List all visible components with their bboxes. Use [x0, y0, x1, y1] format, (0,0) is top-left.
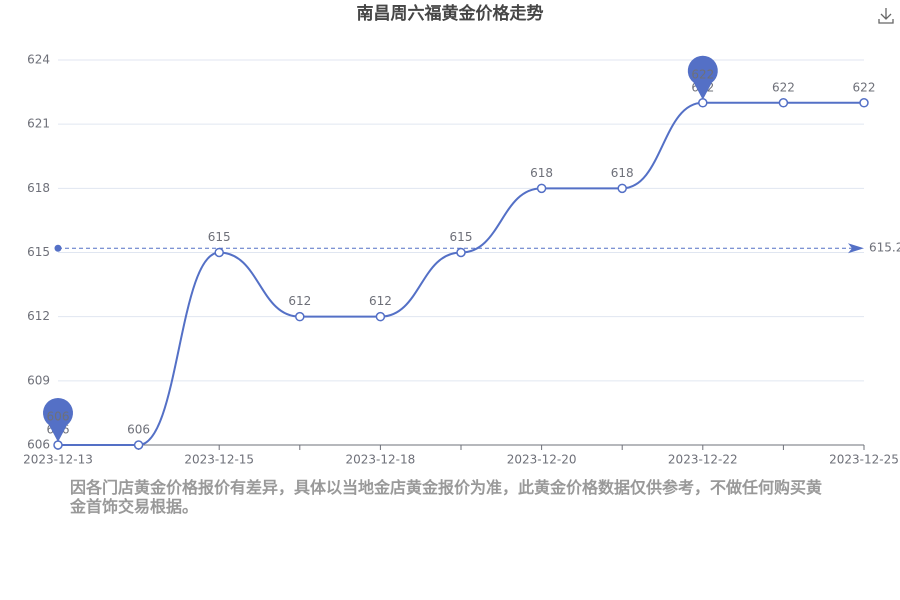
y-tick-label: 618 — [27, 181, 50, 195]
value-label: 618 — [611, 166, 634, 180]
footnote: 因各门店黄金价格报价有差异，具体以当地金店黄金报价为准，此黄金价格数据仅供参考，… — [70, 478, 823, 516]
average-arrow — [848, 243, 864, 254]
pin — [43, 398, 74, 442]
point — [456, 247, 466, 258]
y-tick-label: 621 — [27, 117, 50, 131]
y-tick-label: 624 — [27, 53, 50, 67]
value-label: 622 — [853, 80, 876, 94]
point — [698, 98, 708, 108]
download-icon[interactable] — [878, 8, 894, 24]
y-tick-label: 615 — [27, 245, 50, 259]
x-tick-label: 2023-12-18 — [346, 453, 416, 467]
average-label: 615.2 — [869, 241, 900, 255]
y-tick-label: 612 — [27, 309, 50, 323]
point — [778, 98, 789, 108]
series-line — [58, 101, 864, 447]
value-label: 612 — [369, 294, 392, 308]
value-label: 612 — [288, 294, 311, 308]
value-label: 618 — [530, 166, 553, 180]
value-label: 615 — [208, 230, 231, 244]
value-label: 615 — [450, 230, 473, 244]
x-tick-label: 2023-12-25 — [829, 453, 899, 467]
x-tick-label: 2023-12-13 — [23, 453, 93, 467]
point — [617, 183, 627, 194]
x-tick-label: 2023-12-22 — [668, 453, 738, 467]
point — [375, 311, 386, 322]
point — [295, 311, 305, 322]
y-tick-label: 609 — [27, 373, 50, 387]
value-label: 622 — [772, 80, 795, 94]
value-label: 606 — [127, 423, 150, 437]
point — [536, 183, 547, 194]
x-tick-label: 2023-12-15 — [184, 453, 254, 467]
chart-title: 南昌周六福黄金价格走势 — [357, 3, 544, 24]
point — [214, 247, 224, 258]
y-tick-label: 606 — [27, 438, 50, 452]
pin — [687, 55, 718, 100]
point — [133, 440, 144, 450]
point — [53, 440, 63, 450]
x-tick-label: 2023-12-20 — [507, 453, 577, 467]
average-start — [54, 244, 62, 252]
pin-label: 606 — [47, 410, 70, 424]
point — [859, 98, 869, 108]
pin-label: 622 — [691, 67, 714, 81]
